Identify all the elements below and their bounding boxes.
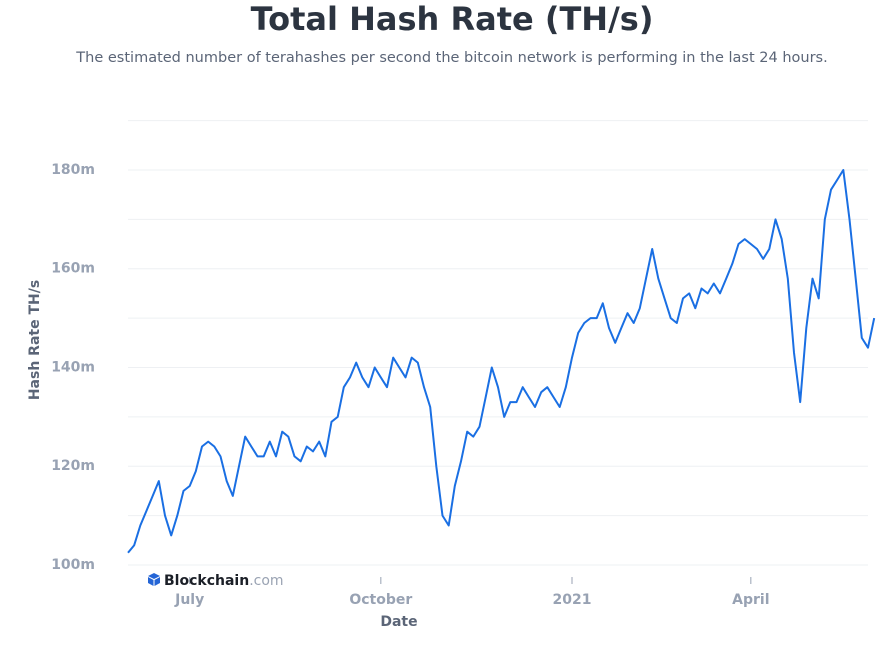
x-tick-label: October (349, 592, 412, 608)
x-axis-label: Date (380, 614, 417, 630)
watermark-logo (148, 573, 160, 586)
watermark-suffix: .com (249, 573, 283, 589)
watermark-text: Blockchain.com (164, 573, 284, 589)
y-tick-label: 160m (51, 261, 95, 277)
hash-rate-line (127, 169, 876, 554)
watermark-name: Blockchain (164, 573, 249, 589)
chart-title: Total Hash Rate (TH/s) (251, 0, 654, 38)
y-axis-label: Hash Rate TH/s (27, 280, 43, 400)
y-tick-label: 140m (51, 359, 95, 375)
y-tick-label: 120m (51, 458, 95, 474)
x-tick-label: July (174, 592, 204, 608)
watermark: Blockchain.com (148, 573, 284, 589)
x-tick-label: 2021 (553, 592, 592, 608)
plot: 100m 120m 140m 160m 180m July October 2021 April (51, 120, 876, 608)
y-tick-label: 180m (51, 162, 95, 178)
x-tick-label: April (732, 592, 769, 608)
y-tick-label: 100m (51, 557, 95, 573)
chart-subtitle: The estimated number of terahashes per s… (75, 50, 827, 66)
